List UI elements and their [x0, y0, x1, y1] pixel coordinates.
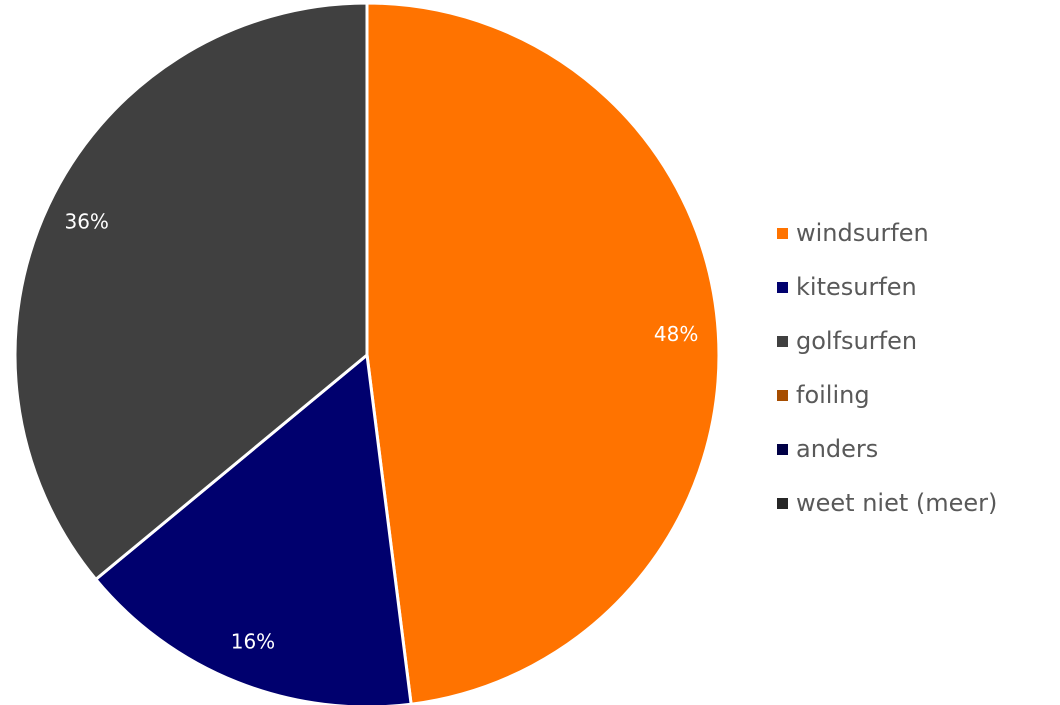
legend: windsurfen kitesurfen golfsurfen foiling… [777, 206, 997, 530]
legend-item-foiling: foiling [777, 368, 997, 422]
data-label-golfsurfen: 36% [64, 210, 108, 234]
data-label-windsurfen: 48% [654, 322, 698, 346]
legend-label-anders: anders [796, 435, 879, 463]
legend-item-golfsurfen: golfsurfen [777, 314, 997, 368]
legend-label-weet-niet-meer: weet niet (meer) [796, 489, 998, 517]
legend-item-kitesurfen: kitesurfen [777, 260, 997, 314]
legend-swatch-weet-niet-meer [777, 497, 788, 509]
legend-item-weet-niet-meer: weet niet (meer) [777, 476, 997, 530]
legend-label-windsurfen: windsurfen [796, 219, 929, 247]
legend-item-windsurfen: windsurfen [777, 206, 997, 260]
legend-swatch-golfsurfen [777, 335, 788, 347]
legend-label-kitesurfen: kitesurfen [796, 273, 917, 301]
pie-slice-golfsurfen [13, 1, 369, 581]
legend-item-anders: anders [777, 422, 997, 476]
legend-swatch-kitesurfen [777, 281, 788, 293]
legend-swatch-anders [777, 443, 788, 455]
pie-slice-windsurfen [365, 1, 721, 705]
legend-label-golfsurfen: golfsurfen [796, 327, 918, 355]
pie-slice-kitesurfen [94, 353, 413, 705]
legend-swatch-windsurfen [777, 227, 788, 239]
data-label-kitesurfen: 16% [231, 630, 275, 654]
legend-label-foiling: foiling [796, 381, 870, 409]
pie-chart: 48% 16% 36% [13, 1, 721, 705]
legend-swatch-foiling [777, 389, 788, 401]
